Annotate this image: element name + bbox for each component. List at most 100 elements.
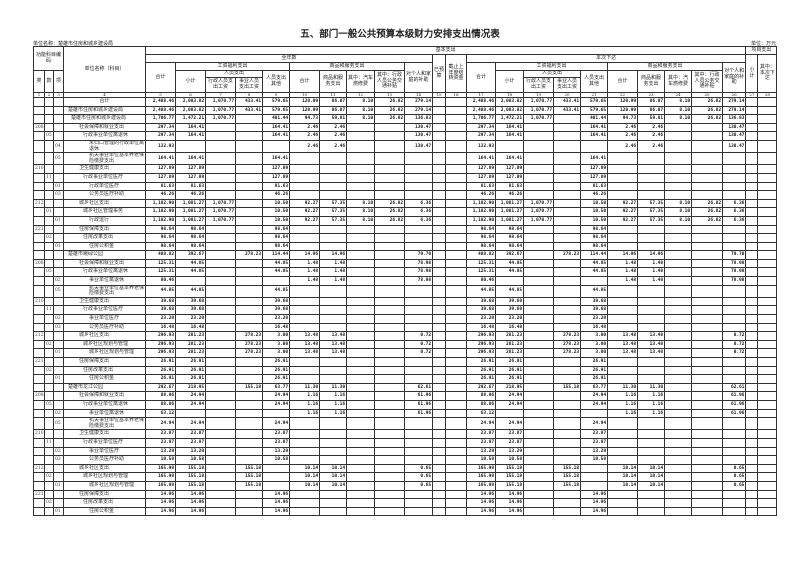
empty-cell (432, 399, 447, 410)
row-name: 公务员医疗补助 (63, 455, 147, 465)
value-cell: 24.94 (175, 399, 207, 410)
empty-cell (432, 437, 447, 448)
value-cell (235, 446, 264, 457)
value-cell (637, 296, 666, 307)
value-cell (346, 305, 376, 316)
value-cell: 92.27 (607, 215, 639, 226)
value-cell: 23.87 (145, 437, 177, 448)
empty-cell (432, 463, 447, 474)
value-cell (664, 437, 693, 448)
value-cell: 114.44 (262, 250, 291, 260)
goods-exp-header: 商品和服务支出 (319, 70, 348, 93)
value-cell: 26.82 (374, 114, 406, 124)
lei-code (33, 131, 45, 141)
empty-cell (757, 215, 778, 226)
value-cell (580, 276, 609, 286)
car-header-2: 其中：汽车燃修费 (664, 70, 693, 93)
goods-header-2: 商品和服务支出 (607, 62, 724, 71)
row-name: 未归口管理的行政单位离退休 (63, 139, 147, 154)
empty-cell (432, 122, 447, 133)
value-cell (175, 139, 207, 154)
value-cell (205, 480, 237, 491)
value-cell (205, 455, 237, 465)
row-name: 行政事业单位医疗 (63, 172, 147, 183)
empty-cell (745, 172, 759, 183)
value-cell: 57.35 (637, 198, 666, 209)
value-cell: 26.91 (495, 357, 525, 367)
value-cell (523, 339, 555, 350)
value-cell (374, 314, 406, 324)
value-cell: 297.34 (466, 122, 497, 133)
value-cell: 26.91 (495, 365, 525, 376)
lei-code (33, 446, 45, 457)
row-name: 卫生健康支出 (63, 296, 147, 307)
value-cell (374, 429, 406, 439)
value-cell (691, 506, 724, 517)
kuan-code (44, 215, 54, 226)
value-cell (205, 357, 237, 367)
value-cell (235, 314, 264, 324)
value-cell: 155.18 (553, 382, 582, 393)
value-cell (205, 276, 237, 286)
value-cell: 155.18 (235, 472, 264, 482)
value-cell: 120.99 (289, 105, 321, 116)
empty-cell (757, 382, 778, 393)
empty-cell (445, 365, 468, 376)
value-cell: 44.85 (175, 258, 207, 269)
value-cell: 120.99 (607, 105, 639, 116)
value-cell (553, 506, 582, 517)
xiang-code: 03 (52, 455, 65, 465)
kuan-code: 05 (44, 131, 54, 141)
table-row: 210 卫生健康支出 23.87 23.87 23.87 23.87 23.87 23.87 (33, 429, 778, 439)
value-cell (289, 284, 321, 298)
kuan-code (44, 348, 54, 358)
value-cell: 130.47 (404, 131, 434, 141)
value-cell (404, 417, 434, 431)
empty-cell (757, 480, 778, 491)
xiang-code: 01 (52, 374, 65, 384)
value-cell: 279.14 (404, 97, 434, 107)
value-cell: 281.23 (495, 348, 525, 358)
value-cell: 155.18 (553, 472, 582, 482)
value-cell: 98.64 (580, 241, 609, 252)
table-row: 03 公务员医疗补助 46.26 46.26 46.26 46.26 46.26 46.26 (33, 190, 778, 200)
value-cell: 59.81 (637, 114, 666, 124)
value-cell: 26.82 (691, 198, 724, 209)
value-cell: 1.16 (319, 408, 348, 419)
value-cell: 61.96 (722, 399, 747, 410)
value-cell (523, 131, 555, 141)
value-cell: 10.14 (637, 472, 666, 482)
value-cell: 164.41 (466, 152, 497, 166)
value-cell: 281.23 (175, 348, 207, 358)
value-cell: 46.26 (175, 190, 207, 200)
empty-cell (757, 122, 778, 133)
value-cell (404, 224, 434, 235)
value-cell: 164.41 (262, 131, 291, 141)
value-cell (374, 284, 406, 298)
value-cell: 94.73 (289, 114, 321, 124)
lei-code: 221 (33, 357, 45, 367)
kuan-code (44, 241, 54, 252)
empty-cell (432, 480, 447, 491)
empty-cell (445, 437, 468, 448)
kuan-code (44, 122, 54, 133)
value-cell (404, 365, 434, 376)
value-cell (722, 296, 747, 307)
row-name: 住房公积金 (63, 241, 147, 252)
empty-cell (445, 276, 468, 286)
value-cell (346, 437, 376, 448)
row-name: 机关事业单位基本养老保险缴费支出 (63, 152, 147, 166)
value-cell (374, 331, 406, 341)
empty-cell (445, 408, 468, 419)
value-cell (346, 122, 376, 133)
empty-cell (745, 131, 759, 141)
empty-cell (757, 374, 778, 384)
row-name: 城乡社区规划与管理 (63, 339, 147, 350)
value-cell (664, 190, 693, 200)
empty-cell (757, 357, 778, 367)
value-cell (553, 233, 582, 243)
value-cell (235, 506, 264, 517)
value-cell (346, 382, 376, 393)
value-cell (664, 429, 693, 439)
empty-cell (445, 122, 468, 133)
